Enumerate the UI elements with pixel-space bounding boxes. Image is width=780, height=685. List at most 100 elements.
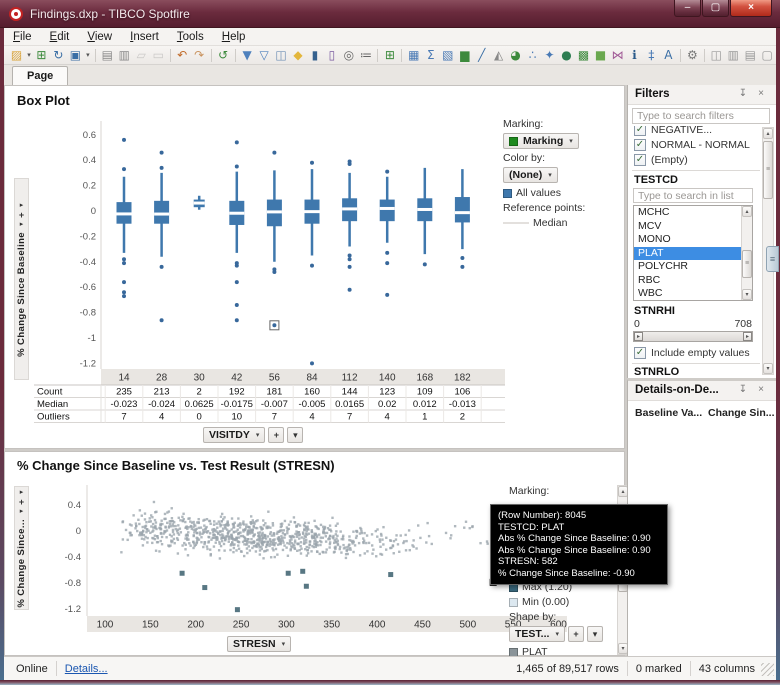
close-button-icon[interactable]: × (730, 0, 772, 17)
summary-table-icon[interactable]: Σ (427, 47, 435, 62)
slider-left-handle[interactable]: ▸ (634, 332, 643, 341)
layout-maximize-icon[interactable]: ▢ (761, 47, 773, 62)
x-axis-column-dropdown[interactable]: VISITDY ▾ (203, 427, 266, 443)
x-axis-settings-button[interactable]: ▾ (287, 427, 304, 443)
scatter-chart[interactable]: 0.4 0 -0.4 -0.8 -1.2 100 150 200 250 300 350 400 450… (31, 481, 567, 636)
export-icon[interactable]: ▥ (118, 47, 130, 62)
boxplot-series[interactable] (116, 137, 470, 366)
bookmarks-icon[interactable]: ▮ (311, 47, 319, 62)
filters-panel-header[interactable]: Filters ↧ × (628, 85, 776, 105)
undo-all-icon[interactable]: ↺ (218, 47, 229, 62)
boxplot-y-axis-label[interactable]: % Change Since Baseline (16, 232, 27, 357)
shape-by-dropdown[interactable]: TEST... ▾ (509, 626, 565, 642)
x-axis-add-button[interactable]: + (268, 427, 285, 443)
testcd-item-plat[interactable]: PLAT (634, 246, 752, 260)
checkbox-checked-icon[interactable]: ✓ (634, 126, 646, 136)
parallel-coordinates-icon[interactable]: ⋈ (611, 47, 624, 62)
filters-search-input[interactable] (632, 108, 770, 124)
find-icon[interactable]: ◎ (343, 47, 355, 62)
details-link[interactable]: Details... (64, 662, 108, 675)
undo-icon[interactable]: ↶ (177, 47, 188, 62)
menu-item-insert[interactable]: Insert (130, 30, 159, 43)
page-tab-bar[interactable]: Page (4, 65, 776, 85)
scatter-plot-icon[interactable]: ∴ (528, 47, 537, 62)
minimize-button-icon[interactable]: – (674, 0, 701, 17)
redo-icon[interactable]: ↷ (194, 47, 205, 62)
text-area-icon[interactable]: A (664, 47, 673, 62)
scatter-y-axis-selector[interactable]: ▸ + ▸ % Change Since... (14, 486, 29, 610)
filters-icon[interactable]: ▼ (242, 47, 252, 62)
filter-scheme-icon[interactable]: ▽ (259, 47, 269, 62)
box-plot-icon[interactable]: ‡ (648, 47, 655, 62)
y-axis-dropdown-icon[interactable]: ▸ (19, 221, 24, 229)
tab-page[interactable]: Page (12, 66, 69, 85)
checkbox-checked-icon[interactable]: ✓ (634, 347, 646, 359)
shape-by-add-button[interactable]: + (567, 626, 584, 642)
details-column-baseline[interactable]: Baseline Va... (635, 407, 703, 419)
scatter-y-axis-label[interactable]: % Change Since... (16, 519, 27, 608)
scroll-down-icon[interactable]: ▾ (763, 363, 773, 374)
filter-organize-icon[interactable]: ◫ (275, 47, 287, 62)
shape-by-settings-button[interactable]: ▾ (586, 626, 603, 642)
3d-scatter-plot-icon[interactable]: ✦ (544, 47, 555, 62)
lists-icon[interactable]: ≔ (359, 47, 372, 62)
testcd-item-mcv[interactable]: MCV (638, 219, 662, 232)
testcd-item-mono[interactable]: MONO (638, 233, 671, 245)
listbox-scrollbar[interactable]: ▴ ≡ ▾ (741, 206, 752, 300)
y-axis-add-icon[interactable]: + (18, 210, 25, 221)
slider-right-handle[interactable]: ▸ (743, 332, 752, 341)
heat-map-icon[interactable]: ■ (594, 47, 607, 62)
testcd-listbox[interactable]: MCHC MCV MONO PLAT POLYCHR RBC WBC ▴ ≡ ▾ (633, 205, 753, 301)
document-properties-icon[interactable]: ⚙ (686, 47, 698, 62)
add-data-tables-icon[interactable]: ⊞ (36, 47, 47, 62)
y-axis-scroll-icon[interactable]: ▸ (19, 489, 24, 497)
insert-columns-icon[interactable]: ⊞ (384, 47, 395, 62)
filter-checkbox-2[interactable]: ✓ NORMAL - NORMAL (634, 139, 750, 151)
marking-dropdown[interactable]: Marking ▾ (503, 133, 579, 149)
y-axis-add-icon[interactable]: + (18, 497, 25, 508)
combination-chart-icon[interactable]: ◭ (494, 47, 504, 62)
line-chart-icon[interactable]: ╱ (478, 47, 486, 62)
checkbox-checked-icon[interactable]: ✓ (634, 154, 646, 166)
details-column-change[interactable]: Change Sin... (708, 407, 775, 419)
save-icon[interactable]: ▣ (69, 47, 82, 62)
testcd-item-polychr[interactable]: POLYCHR (638, 260, 688, 272)
filter-checkbox-1[interactable]: ✓ NEGATIVE... (634, 126, 712, 136)
print-icon[interactable]: ▤ (101, 47, 113, 62)
testcd-search-input[interactable] (633, 188, 753, 203)
testcd-item-mchc[interactable]: MCHC (638, 206, 670, 218)
open-icon[interactable]: ▨ (10, 47, 23, 62)
y-axis-dropdown-icon[interactable]: ▸ (19, 508, 24, 516)
menu-item-tools[interactable]: Tools (176, 30, 204, 43)
scroll-up-icon[interactable]: ▴ (742, 206, 752, 217)
scatter-points[interactable] (120, 500, 498, 560)
pin-icon[interactable]: ↧ (738, 384, 748, 395)
scrollbar-thumb[interactable]: ≡ (763, 141, 773, 199)
filter-checkbox-3[interactable]: ✓ (Empty) (634, 154, 688, 166)
pie-chart-icon[interactable]: ◕ (510, 47, 521, 62)
menu-item-edit[interactable]: Edit (49, 30, 70, 43)
checkbox-checked-icon[interactable]: ✓ (634, 139, 646, 151)
layout-rows-icon[interactable]: ▤ (744, 47, 756, 62)
resize-grip[interactable] (761, 663, 774, 676)
x-axis-column-dropdown[interactable]: STRESN ▾ (227, 636, 292, 652)
bar-chart-icon[interactable]: ▆ (460, 47, 470, 62)
maximize-button-icon[interactable]: ▢ (702, 0, 729, 17)
save-dropdown-icon[interactable]: ▾ (86, 52, 90, 59)
boxplot-y-axis-selector[interactable]: ▸ + ▸ % Change Since Baseline (14, 178, 29, 380)
map-chart-icon[interactable]: ● (561, 47, 572, 62)
layout-columns-icon[interactable]: ▥ (727, 47, 739, 62)
stnrhi-range-slider[interactable]: ▸ ▸ (633, 331, 753, 342)
color-by-dropdown[interactable]: (None) ▾ (503, 167, 558, 183)
boxplot-chart[interactable]: 0.60.40.20-0.2-0.4-0.6-0.8-1-1.214 28 30 42… (31, 113, 505, 427)
layout-side-by-side-icon[interactable]: ◫ (710, 47, 722, 62)
scrollbar-thumb[interactable]: ≡ (742, 250, 752, 278)
close-icon[interactable]: × (758, 88, 764, 99)
testcd-item-rbc[interactable]: RBC (638, 273, 661, 286)
paste-icon[interactable]: ▭ (152, 47, 164, 62)
menu-item-help[interactable]: Help (221, 30, 246, 43)
close-icon[interactable]: × (758, 384, 764, 395)
scroll-up-icon[interactable]: ▴ (763, 128, 773, 139)
reload-data-icon[interactable]: ↻ (53, 47, 64, 62)
testcd-item-wbc[interactable]: WBC (638, 287, 663, 299)
